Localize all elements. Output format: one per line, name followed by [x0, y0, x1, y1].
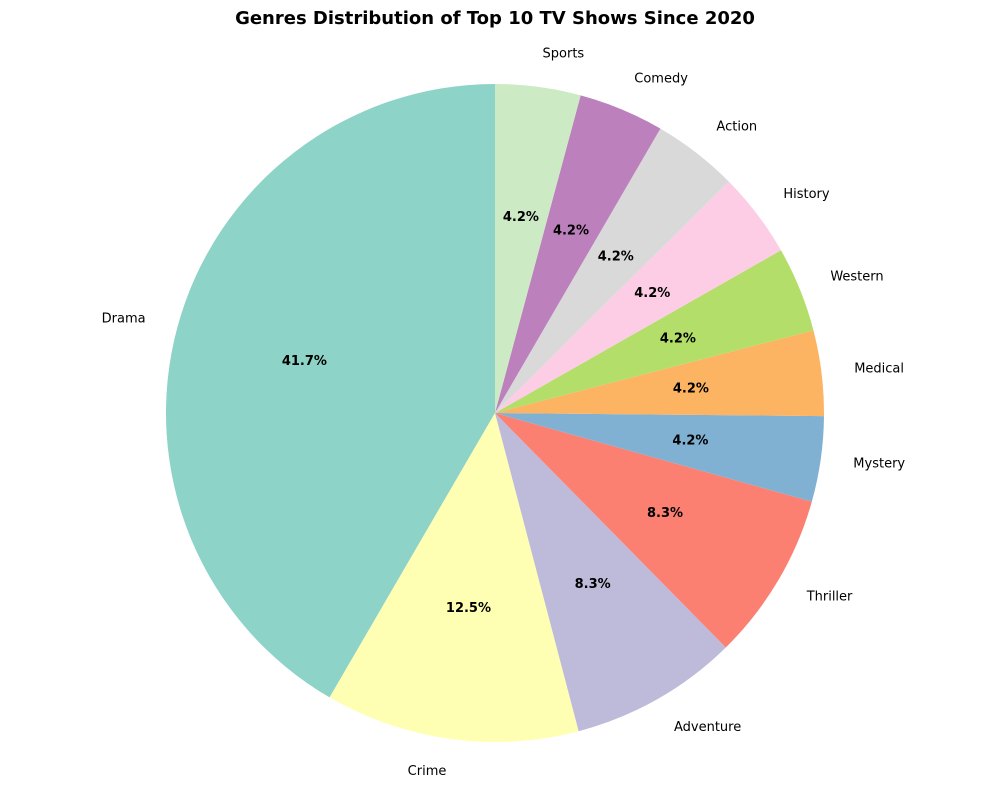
category-label-drama: Drama — [102, 311, 146, 326]
percent-label-medical: 4.2% — [673, 381, 709, 396]
category-label-adventure: Adventure — [674, 720, 741, 735]
pie-slice-western — [495, 250, 814, 413]
percent-label-crime: 12.5% — [446, 601, 491, 616]
category-label-history: History — [783, 187, 830, 202]
pie-slice-adventure — [495, 413, 726, 732]
percent-label-mystery: 4.2% — [672, 433, 708, 448]
percent-label-sports: 4.2% — [503, 210, 539, 225]
pie-slice-mystery — [495, 413, 824, 502]
pie-slice-crime — [329, 413, 579, 743]
percent-label-adventure: 8.3% — [575, 577, 611, 592]
percent-label-thriller: 8.3% — [647, 506, 683, 521]
category-label-medical: Medical — [854, 361, 904, 376]
pie-slice-action — [495, 128, 729, 413]
chart-title: Genres Distribution of Top 10 TV Shows S… — [235, 8, 755, 29]
pie-slice-thriller — [495, 413, 812, 648]
category-label-thriller: Thriller — [806, 589, 853, 604]
percent-label-western: 4.2% — [660, 331, 696, 346]
percent-label-comedy: 4.2% — [553, 223, 589, 238]
category-label-sports: Sports — [543, 47, 585, 62]
category-label-comedy: Comedy — [634, 71, 688, 86]
category-labels-layer: Drama Crime Adventure Thriller Mystery Medica… — [102, 47, 906, 779]
pie-slice-drama — [165, 84, 495, 698]
category-label-western: Western — [830, 269, 883, 284]
slices-layer — [165, 84, 825, 743]
category-label-action: Action — [716, 119, 757, 134]
pie-slice-comedy — [495, 95, 661, 413]
pie-slice-history — [495, 181, 781, 413]
percent-label-drama: 41.7% — [282, 354, 327, 369]
percent-labels-layer: 41.7% 12.5% 8.3% 8.3% 4.2% 4.2% 4.2% 4.2% 4.2% 4.… — [282, 210, 709, 616]
category-label-mystery: Mystery — [853, 456, 905, 471]
percent-label-action: 4.2% — [598, 249, 634, 264]
pie-slice-medical — [495, 330, 825, 417]
category-label-crime: Crime — [408, 764, 447, 779]
percent-label-history: 4.2% — [634, 286, 670, 301]
pie-slice-sports — [495, 84, 581, 413]
